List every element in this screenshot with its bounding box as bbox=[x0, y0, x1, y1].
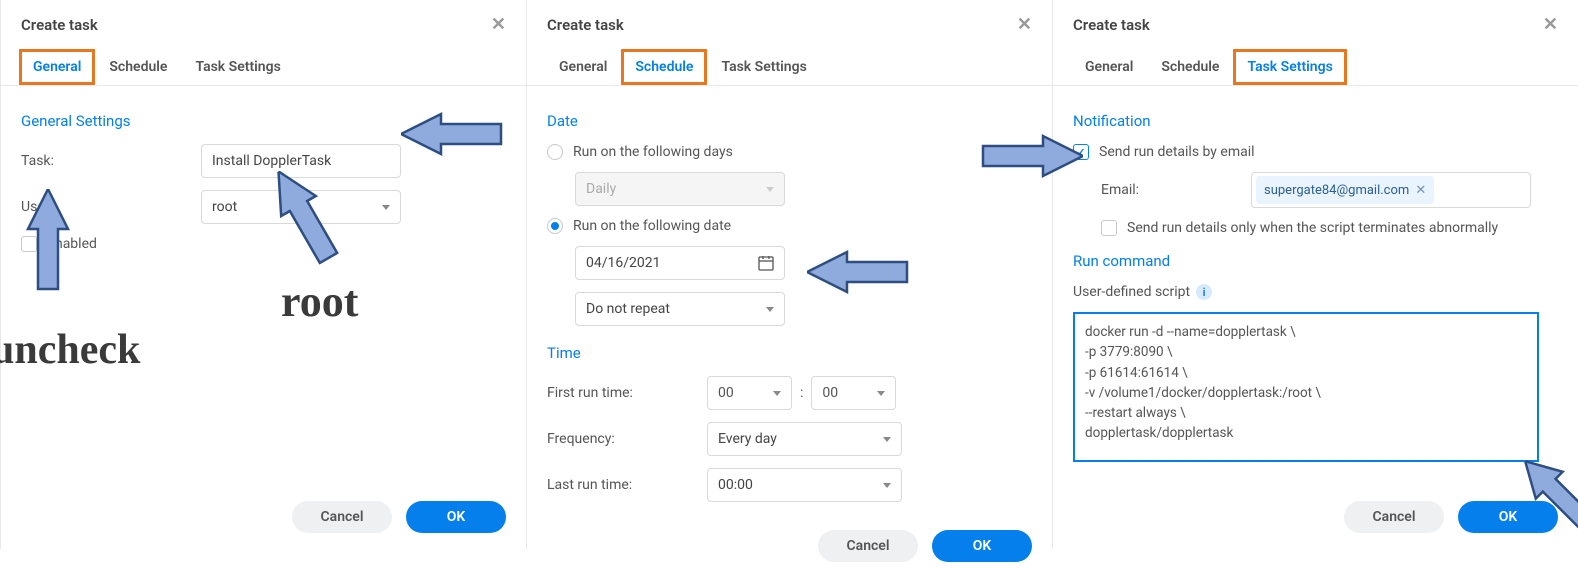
chevron-down-icon bbox=[883, 437, 891, 442]
tab-task-settings[interactable]: Task Settings bbox=[181, 49, 294, 85]
abnormal-label: Send run details only when the script te… bbox=[1127, 220, 1498, 236]
tab-schedule[interactable]: Schedule bbox=[1147, 49, 1233, 85]
user-select[interactable]: root bbox=[201, 190, 401, 224]
annotation-text: root bbox=[281, 276, 358, 327]
first-min-select[interactable]: 00 bbox=[811, 376, 896, 410]
script-textarea[interactable]: docker run -d --name=dopplertask \ -p 37… bbox=[1073, 312, 1539, 462]
dialog-title: Create task bbox=[21, 16, 98, 34]
tab-schedule[interactable]: Schedule bbox=[621, 49, 707, 85]
tab-bar: General Schedule Task Settings bbox=[1053, 49, 1578, 86]
dialog-footer: Cancel OK bbox=[1053, 485, 1578, 549]
tab-bar: General Schedule Task Settings bbox=[527, 49, 1052, 86]
close-icon[interactable]: ✕ bbox=[1017, 14, 1032, 35]
dialog-footer: Cancel OK bbox=[1, 485, 526, 549]
dialog-title: Create task bbox=[1073, 16, 1150, 34]
email-pill: supergate84@gmail.com ✕ bbox=[1256, 176, 1434, 204]
tab-general[interactable]: General bbox=[1071, 49, 1147, 85]
dialog-title: Create task bbox=[547, 16, 624, 34]
section-general-settings: General Settings bbox=[21, 112, 506, 130]
section-time: Time bbox=[547, 344, 1032, 362]
cancel-button[interactable]: Cancel bbox=[818, 530, 918, 562]
last-run-select[interactable]: 00:00 bbox=[707, 468, 902, 502]
panel-body: General Settings Task: Install DopplerTa… bbox=[1, 86, 526, 485]
frequency-select[interactable]: Every day bbox=[707, 422, 902, 456]
cancel-button[interactable]: Cancel bbox=[292, 501, 392, 533]
enabled-label: Enabled bbox=[47, 236, 97, 252]
remove-email-icon[interactable]: ✕ bbox=[1415, 183, 1426, 198]
first-run-label: First run time: bbox=[547, 385, 707, 401]
dialog-header: Create task ✕ bbox=[1, 0, 526, 49]
radio-run-days[interactable] bbox=[547, 144, 563, 160]
tab-task-settings[interactable]: Task Settings bbox=[707, 49, 820, 85]
email-label: Email: bbox=[1101, 182, 1251, 198]
dialog-header: Create task ✕ bbox=[1053, 0, 1578, 49]
chevron-down-icon bbox=[883, 483, 891, 488]
radio-run-days-label: Run on the following days bbox=[573, 144, 733, 160]
script-label: User-defined script bbox=[1073, 284, 1190, 300]
last-run-label: Last run time: bbox=[547, 477, 707, 493]
ok-button[interactable]: OK bbox=[932, 530, 1032, 562]
tab-schedule[interactable]: Schedule bbox=[95, 49, 181, 85]
dialog-header: Create task ✕ bbox=[527, 0, 1052, 49]
calendar-icon bbox=[758, 255, 774, 271]
task-input[interactable]: Install DopplerTask bbox=[201, 144, 401, 178]
section-run-command: Run command bbox=[1073, 252, 1558, 270]
time-colon: : bbox=[792, 385, 811, 401]
cancel-button[interactable]: Cancel bbox=[1344, 501, 1444, 533]
tab-general[interactable]: General bbox=[545, 49, 621, 85]
radio-run-date-label: Run on the following date bbox=[573, 218, 731, 234]
close-icon[interactable]: ✕ bbox=[491, 14, 506, 35]
radio-run-date[interactable] bbox=[547, 218, 563, 234]
chevron-down-icon bbox=[382, 205, 390, 210]
close-icon[interactable]: ✕ bbox=[1543, 14, 1558, 35]
task-label: Task: bbox=[21, 153, 201, 169]
user-label: User: bbox=[21, 199, 201, 215]
section-notification: Notification bbox=[1073, 112, 1558, 130]
annotation-text: uncheck bbox=[0, 326, 140, 374]
tab-bar: General Schedule Task Settings bbox=[1, 49, 526, 86]
panel-body: Date Run on the following days Daily Run… bbox=[527, 86, 1052, 514]
frequency-label: Frequency: bbox=[547, 431, 707, 447]
chevron-down-icon bbox=[877, 391, 885, 396]
days-select: Daily bbox=[575, 172, 785, 206]
panel-task-settings: Create task ✕ General Schedule Task Sett… bbox=[1052, 0, 1578, 549]
dialog-footer: Cancel OK bbox=[527, 514, 1052, 578]
panel-general: Create task ✕ General Schedule Task Sett… bbox=[0, 0, 526, 549]
tab-task-settings[interactable]: Task Settings bbox=[1233, 49, 1346, 85]
ok-button[interactable]: OK bbox=[406, 501, 506, 533]
repeat-select[interactable]: Do not repeat bbox=[575, 292, 785, 326]
panel-body: Notification Send run details by email E… bbox=[1053, 86, 1578, 485]
enabled-checkbox[interactable] bbox=[21, 236, 37, 252]
info-icon[interactable]: i bbox=[1196, 284, 1212, 300]
send-email-checkbox[interactable] bbox=[1073, 144, 1089, 160]
ok-button[interactable]: OK bbox=[1458, 501, 1558, 533]
abnormal-checkbox[interactable] bbox=[1101, 220, 1117, 236]
chevron-down-icon bbox=[766, 187, 774, 192]
tab-general[interactable]: General bbox=[19, 49, 95, 85]
date-input[interactable]: 04/16/2021 bbox=[575, 246, 785, 280]
panel-schedule: Create task ✕ General Schedule Task Sett… bbox=[526, 0, 1052, 549]
section-date: Date bbox=[547, 112, 1032, 130]
chevron-down-icon bbox=[766, 307, 774, 312]
chevron-down-icon bbox=[773, 391, 781, 396]
email-input[interactable]: supergate84@gmail.com ✕ bbox=[1251, 172, 1531, 208]
send-email-label: Send run details by email bbox=[1099, 144, 1255, 160]
first-hour-select[interactable]: 00 bbox=[707, 376, 792, 410]
